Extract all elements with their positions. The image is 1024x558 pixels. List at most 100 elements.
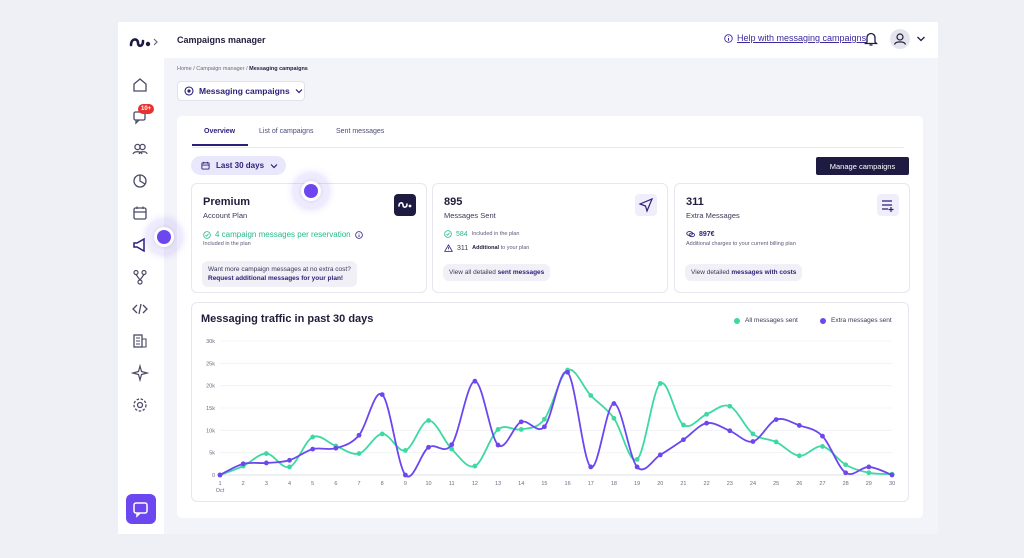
data-point xyxy=(449,446,455,452)
manage-campaigns-button[interactable]: Manage campaigns xyxy=(816,157,909,175)
bell-icon[interactable] xyxy=(864,31,878,47)
data-point xyxy=(727,428,733,434)
data-point xyxy=(263,460,269,466)
data-point xyxy=(217,472,223,478)
data-point xyxy=(472,378,478,384)
request-additional-messages-link[interactable]: Want more campaign messages at no extra … xyxy=(202,261,357,287)
x-tick-label: 12 xyxy=(472,481,478,487)
data-point xyxy=(820,433,825,439)
x-tick-label: 27 xyxy=(819,481,825,487)
additional-count: 311 xyxy=(457,244,469,252)
x-tick-label: 18 xyxy=(611,481,617,487)
data-point xyxy=(542,424,547,430)
x-tick-label: 19 xyxy=(634,481,640,487)
info-icon[interactable] xyxy=(354,230,363,239)
target-icon xyxy=(184,86,194,96)
data-point xyxy=(333,445,339,451)
x-tick-label: 29 xyxy=(866,481,872,487)
x-tick-label: 20 xyxy=(657,481,663,487)
plan-card: Premium Account Plan 4 campaign messages… xyxy=(191,183,427,293)
link-prefix: View all detailed xyxy=(449,269,496,276)
breadcrumb-separator: / xyxy=(246,66,248,72)
data-point xyxy=(704,411,710,417)
data-point xyxy=(379,431,385,437)
tab-sent-messages[interactable]: Sent messages xyxy=(336,128,385,135)
extra-charge-note: Additional charges to your current billi… xyxy=(686,241,796,247)
brand-logo-icon[interactable] xyxy=(128,32,162,52)
included-count: 584 xyxy=(456,230,468,238)
date-range-filter[interactable]: Last 30 days xyxy=(191,156,286,175)
breadcrumb-campaign-manager[interactable]: Campaign manager xyxy=(196,66,245,72)
y-tick-label: 15k xyxy=(206,406,215,412)
check-circle-icon xyxy=(444,230,452,238)
hotspot-core xyxy=(304,184,318,198)
main-content: Home / Campaign manager / Messaging camp… xyxy=(164,58,938,534)
extra-messages-count: 311 xyxy=(686,196,704,208)
x-tick-label: 3 xyxy=(265,481,268,487)
data-point xyxy=(681,437,686,443)
data-point xyxy=(495,442,501,448)
chevron-down-icon xyxy=(295,89,303,94)
x-tick-label: 11 xyxy=(449,481,455,487)
plan-feature-note: Included in the plan xyxy=(203,241,251,247)
user-avatar[interactable] xyxy=(890,29,910,49)
megaphone-icon[interactable] xyxy=(131,236,149,254)
tab-list-of-campaigns[interactable]: List of campaigns xyxy=(259,128,314,135)
view-sent-messages-link[interactable]: View all detailed sent messages xyxy=(443,264,551,281)
data-point xyxy=(588,464,594,470)
building-icon[interactable] xyxy=(131,332,149,350)
extra-messages-card: 311 Extra Messages 897€ Additional charg… xyxy=(674,183,910,293)
included-messages: 584 Included in the plan xyxy=(444,230,519,238)
data-point xyxy=(402,472,408,478)
top-bar: Campaigns manager Help with messaging ca… xyxy=(164,22,938,58)
sidebar: 10+ xyxy=(118,22,164,534)
gear-icon[interactable] xyxy=(131,396,149,414)
chevron-down-icon[interactable] xyxy=(916,35,926,43)
data-point xyxy=(518,427,524,432)
check-circle-icon xyxy=(203,230,211,239)
legend-item-extra[interactable]: Extra messages sent xyxy=(820,317,892,324)
data-point xyxy=(426,444,431,450)
data-point xyxy=(657,452,663,458)
open-chat-button[interactable] xyxy=(126,494,156,524)
y-tick-label: 20k xyxy=(206,384,215,390)
sparkles-icon[interactable] xyxy=(131,364,149,382)
x-tick-label: 30 xyxy=(889,481,895,487)
x-tick-label: 22 xyxy=(704,481,710,487)
x-tick-label: 21 xyxy=(680,481,686,487)
calendar-icon[interactable] xyxy=(131,204,149,222)
integration-icon[interactable] xyxy=(131,268,149,286)
data-point xyxy=(727,403,733,409)
view-messages-with-costs-link[interactable]: View detailed messages with costs xyxy=(685,264,803,281)
included-text: Included in the plan xyxy=(471,231,520,237)
home-icon[interactable] xyxy=(131,76,149,94)
y-tick-label: 5k xyxy=(209,451,215,457)
code-icon[interactable] xyxy=(131,300,149,318)
x-tick-label: 13 xyxy=(495,481,501,487)
help-link[interactable]: Help with messaging campaigns xyxy=(724,33,866,43)
data-point xyxy=(773,439,779,445)
messages-sent-label: Messages Sent xyxy=(444,211,496,220)
data-point xyxy=(889,472,895,478)
data-point xyxy=(356,451,362,456)
cta-action: Request additional messages for your pla… xyxy=(208,275,344,282)
hotspot-indicator[interactable] xyxy=(293,173,329,209)
data-point xyxy=(681,422,686,428)
list-add-icon xyxy=(877,194,899,216)
hotspot-indicator[interactable] xyxy=(146,219,182,255)
pie-chart-icon[interactable] xyxy=(131,172,149,190)
data-point xyxy=(866,470,872,476)
campaign-type-select[interactable]: Messaging campaigns xyxy=(177,81,305,101)
legend-item-all[interactable]: All messages sent xyxy=(734,317,798,324)
tab-overview[interactable]: Overview xyxy=(204,128,236,135)
data-point xyxy=(773,417,779,423)
breadcrumb-home[interactable]: Home xyxy=(177,66,192,72)
users-icon[interactable] xyxy=(131,140,149,158)
data-point xyxy=(611,415,617,421)
data-point xyxy=(426,418,431,423)
breadcrumb: Home / Campaign manager / Messaging camp… xyxy=(177,66,308,72)
x-tick-label: 25 xyxy=(773,481,779,487)
extra-messages-label: Extra Messages xyxy=(686,211,740,220)
x-tick-label: 16 xyxy=(565,481,571,487)
